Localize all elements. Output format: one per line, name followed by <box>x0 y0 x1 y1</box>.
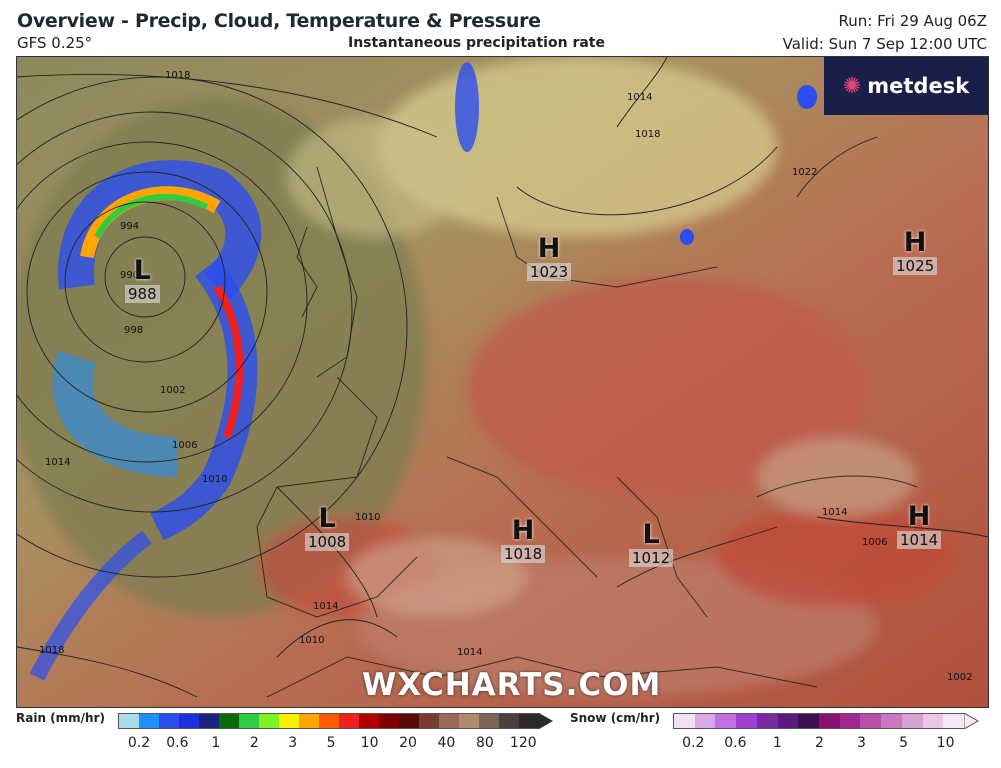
isobar-label: 998 <box>124 325 144 336</box>
valid-time: Valid: Sun 7 Sep 12:00 UTC <box>782 35 987 53</box>
colorbar-swatch <box>715 714 737 728</box>
snow-colorbar-arrow <box>964 713 980 729</box>
isobar-label: 1006 <box>862 537 888 548</box>
colorbar-swatch <box>419 714 439 728</box>
colorbar-swatch <box>901 714 923 728</box>
rain-colorbar-arrow <box>539 713 553 729</box>
colorbar-swatch <box>839 714 861 728</box>
colorbar-swatch <box>777 714 799 728</box>
pressure-high: H 1014 <box>897 503 942 549</box>
colorbar-swatch <box>179 714 199 728</box>
snow-colorbar <box>673 713 965 729</box>
colorbar-swatch <box>756 714 778 728</box>
pressure-high: H 1018 <box>501 517 546 563</box>
colorbar-tick-label: 0.2 <box>127 735 151 751</box>
isobar-label: 1010 <box>202 474 228 485</box>
colorbar-swatch <box>943 714 965 728</box>
colorbar-swatch <box>860 714 882 728</box>
colorbar-swatch <box>139 714 159 728</box>
colorbar-swatch <box>439 714 459 728</box>
colorbar-swatch <box>499 714 519 728</box>
colorbar-tick-label: 40 <box>437 735 456 751</box>
colorbar-swatch <box>259 714 279 728</box>
pressure-low: L 988 <box>125 257 160 303</box>
isobar-label: 1014 <box>45 457 71 468</box>
snow-legend-label: Snow (cm/hr) <box>570 711 661 725</box>
colorbar-swatch <box>119 714 139 728</box>
colorbar-swatch <box>479 714 499 728</box>
run-time: Run: Fri 29 Aug 06Z <box>838 12 988 30</box>
weather-map: 1018 994 990 998 1002 1006 1010 1014 101… <box>16 56 989 708</box>
map-canvas <box>17 57 988 707</box>
watermark: WXCHARTS.COM <box>362 667 662 703</box>
colorbar-tick-label: 0.6 <box>166 735 189 751</box>
colorbar-swatch <box>359 714 379 728</box>
colorbar-tick-label: 5 <box>899 735 909 751</box>
colorbar-tick-label: 120 <box>509 735 537 751</box>
colorbar-swatch <box>674 714 695 728</box>
isobar-label: 1002 <box>160 385 186 396</box>
colorbar-swatch <box>339 714 359 728</box>
colorbar-tick-label: 10 <box>936 735 955 751</box>
pressure-high: H 1025 <box>893 229 938 275</box>
colorbar-tick-label: 0.2 <box>682 735 705 751</box>
isobar-label: 994 <box>120 221 140 232</box>
isobar-label: 1018 <box>39 645 65 656</box>
pressure-low: L 1012 <box>629 521 674 567</box>
metdesk-logo: ✺ metdesk <box>824 57 988 115</box>
colorbar-swatch <box>922 714 944 728</box>
colorbar-swatch <box>159 714 179 728</box>
pressure-high: H 1023 <box>527 235 572 281</box>
isobar-label: 1014 <box>627 92 653 103</box>
isobar-label: 1014 <box>457 647 483 658</box>
isobar-label: 1018 <box>635 129 661 140</box>
colorbar-tick-label: 80 <box>475 735 494 751</box>
colorbar-tick-label: 3 <box>857 735 866 751</box>
colorbar-tick-label: 20 <box>399 735 417 751</box>
colorbar-swatch <box>299 714 319 728</box>
colorbar-tick-label: 10 <box>360 735 379 751</box>
colorbar-swatch <box>819 714 840 728</box>
colorbar-tick-label: 1 <box>772 735 782 751</box>
colorbar-swatch <box>736 714 757 728</box>
colorbar-tick-label: 2 <box>249 735 259 751</box>
precipitation <box>29 62 817 681</box>
colorbar-swatch <box>519 714 539 728</box>
colorbar-tick-label: 3 <box>288 735 298 751</box>
isobar-label: 1002 <box>947 672 973 683</box>
colorbar-swatch <box>219 714 239 728</box>
colorbar-swatch <box>239 714 259 728</box>
chart-title: Overview - Precip, Cloud, Temperature & … <box>17 10 541 32</box>
isobar-label: 1014 <box>313 601 339 612</box>
colorbar-tick-label: 0.6 <box>724 735 747 751</box>
colorbar-swatch <box>694 714 716 728</box>
burst-icon: ✺ <box>842 73 862 99</box>
colorbar-swatch <box>459 714 479 728</box>
isobar-label: 1022 <box>792 167 818 178</box>
colorbar-swatch <box>199 714 219 728</box>
isobar-label: 1010 <box>355 512 381 523</box>
colorbar-swatch <box>399 714 419 728</box>
pressure-low: L 1008 <box>305 505 350 551</box>
isobar-label: 1018 <box>165 70 191 81</box>
rain-legend-label: Rain (mm/hr) <box>16 711 105 725</box>
isobars <box>17 57 988 698</box>
rain-colorbar <box>118 713 540 729</box>
colorbar-tick-label: 2 <box>814 735 824 751</box>
colorbar-tick-label: 5 <box>326 735 336 751</box>
colorbar-swatch <box>279 714 299 728</box>
isobar-label: 1010 <box>299 635 325 646</box>
colorbar-swatch <box>319 714 339 728</box>
model-label: GFS 0.25° <box>17 34 93 52</box>
colorbar-swatch <box>881 714 902 728</box>
isobar-label: 990 <box>120 270 140 281</box>
chart-subtitle: Instantaneous precipitation rate <box>348 35 605 51</box>
colorbar-swatch <box>798 714 820 728</box>
isobar-label: 1014 <box>822 507 848 518</box>
isobar-label: 1006 <box>172 440 198 451</box>
colorbar-tick-label: 1 <box>211 735 221 751</box>
colorbar-swatch <box>379 714 399 728</box>
